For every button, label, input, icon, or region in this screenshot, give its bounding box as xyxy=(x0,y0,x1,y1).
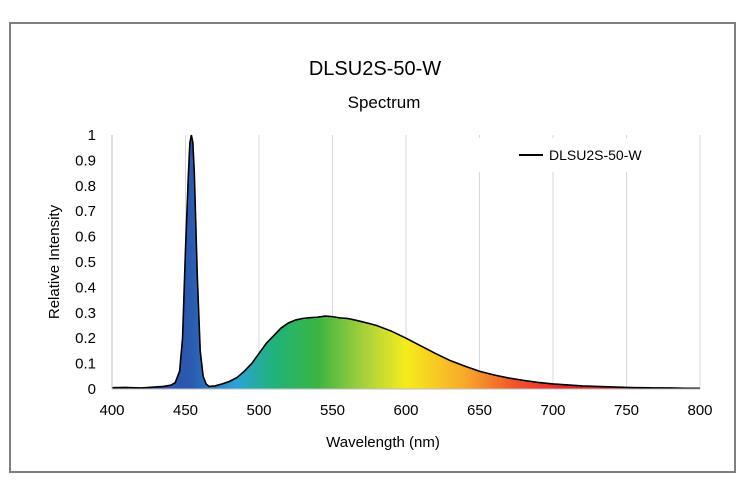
y-tick-label: 0.6 xyxy=(75,229,96,246)
legend-box xyxy=(470,138,685,172)
y-tick-label: 0.7 xyxy=(75,203,96,220)
y-tick-label: 1 xyxy=(88,127,96,144)
x-tick-label: 450 xyxy=(173,402,198,419)
x-tick-label: 650 xyxy=(467,402,492,419)
y-axis-label: Relative Intensity xyxy=(46,204,63,319)
chart-subtitle: Spectrum xyxy=(348,93,421,112)
x-tick-label: 800 xyxy=(687,402,712,419)
x-tick-label: 600 xyxy=(393,402,418,419)
chart-frame xyxy=(9,22,736,473)
series-line xyxy=(111,134,700,390)
chart-title: DLSU2S-50-W xyxy=(309,58,441,80)
x-axis-label: Wavelength (nm) xyxy=(326,434,440,451)
y-tick-label: 0.8 xyxy=(75,178,96,195)
x-tick-label: 750 xyxy=(614,402,639,419)
x-tick-labels: 400 450 500 550 600 650 700 750 800 xyxy=(99,402,712,419)
x-tick-label: 700 xyxy=(540,402,565,419)
x-tick-label: 400 xyxy=(99,402,124,419)
y-tick-label: 0.9 xyxy=(75,152,96,169)
y-tick-label: 0.5 xyxy=(75,254,96,271)
x-tick-label: 500 xyxy=(246,402,271,419)
y-tick-labels: 0 0.1 0.2 0.3 0.4 0.5 0.6 0.7 0.8 0.9 1 xyxy=(75,127,96,398)
x-tick-label: 550 xyxy=(320,402,345,419)
legend: DLSU2S-50-W xyxy=(470,138,685,172)
legend-label: DLSU2S-50-W xyxy=(549,147,642,163)
y-tick-label: 0.3 xyxy=(75,305,96,322)
y-tick-label: 0.2 xyxy=(75,330,96,347)
y-tick-label: 0.1 xyxy=(75,356,96,373)
y-tick-label: 0.4 xyxy=(75,279,96,296)
y-tick-label: 0 xyxy=(88,381,96,398)
